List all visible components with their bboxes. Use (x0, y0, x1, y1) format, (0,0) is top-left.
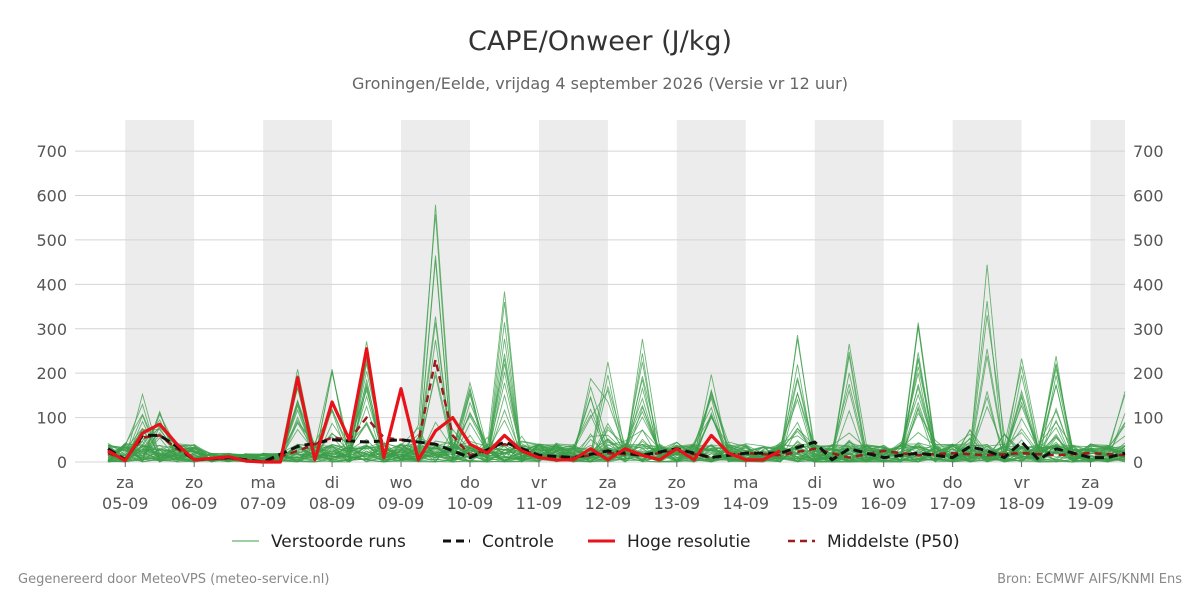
main-series-lines (107, 347, 1126, 464)
y-axis-right: 0 100 200 300 400 500 600 700 (1133, 142, 1164, 472)
x-tick-date-label: 15-09 (791, 494, 838, 513)
chart-legend: Verstoorde runs Controle Hoge resolutie Mid… (232, 532, 960, 552)
weekend-bands (125, 120, 1125, 462)
x-tick-date-label: 11-09 (516, 494, 563, 513)
x-tick-day-label: do (943, 473, 963, 492)
x-tick-date-label: 13-09 (654, 494, 701, 513)
x-axis: za 05-09 zo 06-09 ma 07-09 di 08-09 wo 09-09 do 10-… (102, 462, 1114, 513)
x-tick-day-label: ma (250, 473, 275, 492)
y-tick-label-right: 500 (1133, 231, 1164, 250)
y-tick-label-right: 400 (1133, 275, 1164, 294)
x-tick-date-label: 19-09 (1067, 494, 1114, 513)
footer-generated-by: Gegenereerd door MeteoVPS (meteo-service… (18, 572, 330, 587)
footer-source: Bron: ECMWF AIFS/KNMI Ens (997, 572, 1182, 587)
y-tick-label-right: 100 (1133, 409, 1164, 428)
median-p50-line (107, 358, 1126, 464)
x-tick-day-label: vr (1014, 473, 1030, 492)
weekend-band (1090, 120, 1125, 462)
y-tick-label-left: 0 (57, 453, 67, 472)
x-tick-day-label: za (599, 473, 617, 492)
x-tick-day-label: vr (531, 473, 547, 492)
high-resolution-line (107, 347, 782, 464)
x-tick-date-label: 09-09 (378, 494, 425, 513)
x-tick-day-label: za (1081, 473, 1099, 492)
x-tick-date-label: 08-09 (309, 494, 356, 513)
x-tick-day-label: zo (668, 473, 686, 492)
y-tick-label-right: 0 (1133, 453, 1143, 472)
y-axis-left: 0 100 200 300 400 500 600 700 (36, 142, 67, 472)
ensemble-run-line (107, 404, 1126, 463)
y-tick-label-left: 200 (36, 364, 67, 383)
chart-subtitle: Groningen/Eelde, vrijdag 4 september 202… (352, 74, 848, 93)
x-tick-date-label: 17-09 (929, 494, 976, 513)
weekend-band (676, 120, 746, 462)
x-tick-date-label: 06-09 (171, 494, 218, 513)
x-tick-day-label: zo (185, 473, 203, 492)
x-tick-date-label: 16-09 (860, 494, 907, 513)
legend-label-hires: Hoge resolutie (627, 532, 751, 552)
x-tick-date-label: 10-09 (447, 494, 494, 513)
weekend-band (952, 120, 1022, 462)
x-tick-day-label: di (325, 473, 340, 492)
legend-label-ensemble: Verstoorde runs (271, 532, 406, 552)
x-tick-day-label: di (807, 473, 822, 492)
x-tick-day-label: ma (733, 473, 758, 492)
y-tick-label-right: 600 (1133, 187, 1164, 206)
legend-label-median: Middelste (P50) (827, 532, 960, 552)
x-tick-date-label: 07-09 (240, 494, 287, 513)
y-tick-label-right: 700 (1133, 142, 1164, 161)
chart-title: CAPE/Onweer (J/kg) (468, 26, 732, 57)
x-tick-day-label: wo (872, 473, 895, 492)
y-tick-label-left: 500 (36, 231, 67, 250)
y-tick-label-right: 300 (1133, 320, 1164, 339)
y-tick-label-left: 300 (36, 320, 67, 339)
x-tick-date-label: 12-09 (585, 494, 632, 513)
y-tick-label-left: 400 (36, 275, 67, 294)
x-tick-day-label: do (460, 473, 480, 492)
y-tick-label-left: 600 (36, 187, 67, 206)
y-tick-label-right: 200 (1133, 364, 1164, 383)
x-tick-date-label: 14-09 (723, 494, 770, 513)
y-tick-label-left: 700 (36, 142, 67, 161)
x-tick-day-label: wo (390, 473, 413, 492)
x-tick-date-label: 18-09 (998, 494, 1045, 513)
x-tick-date-label: 05-09 (102, 494, 149, 513)
weekend-band (814, 120, 884, 462)
legend-label-control: Controle (482, 532, 554, 552)
x-tick-day-label: za (116, 473, 134, 492)
y-tick-label-left: 100 (36, 409, 67, 428)
weekend-band (125, 120, 195, 462)
weekend-band (401, 120, 470, 462)
